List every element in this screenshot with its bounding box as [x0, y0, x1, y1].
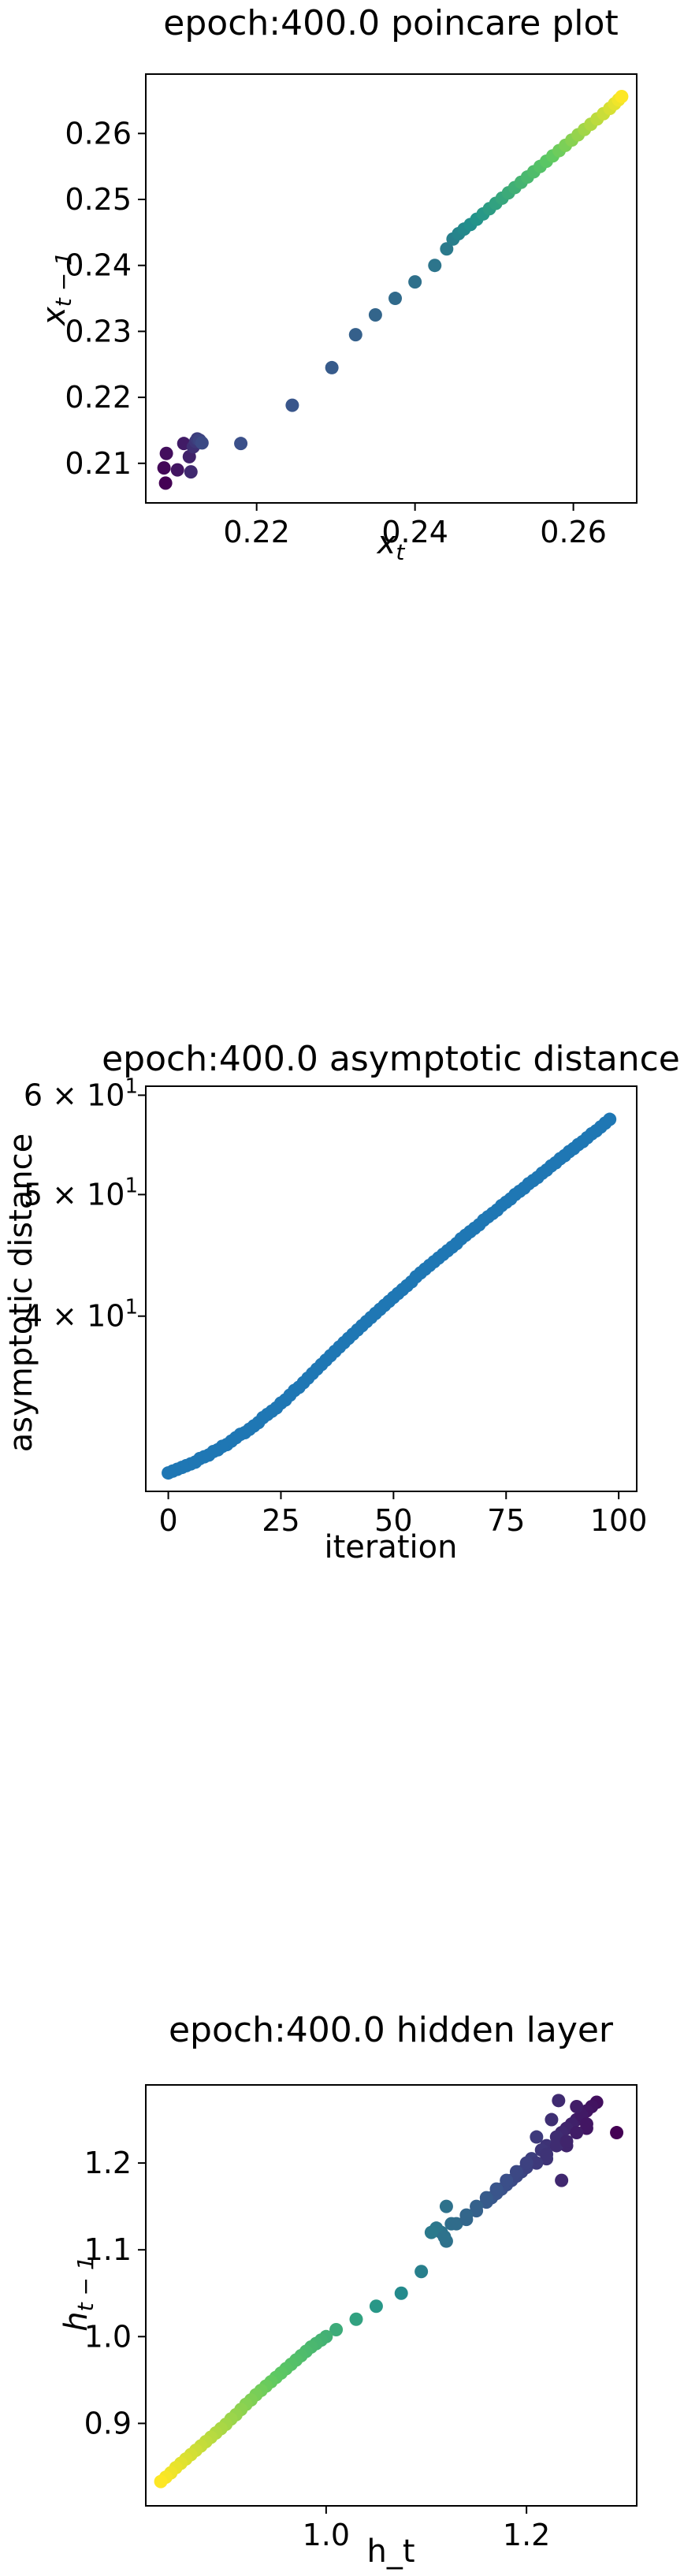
hidden-point — [349, 2312, 363, 2326]
hidden-point — [570, 2126, 584, 2140]
hidden-x-tick-label: 1.0 — [303, 2518, 350, 2552]
poincare-chart-title: epoch:400.0 poincare plot — [163, 3, 618, 43]
asymptotic-distance-chart: epoch:400.0 asymptotic distance 0 25 50 75 1… — [3, 1039, 680, 1565]
hidden-point — [610, 2126, 624, 2140]
poincare-y-ticks: 0.21 0.22 0.23 0.24 0.25 0.26 — [65, 116, 146, 481]
asymptotic-point — [603, 1112, 617, 1126]
hidden-y-tick-label: 1.0 — [84, 2319, 132, 2354]
asymptotic-y-tick-label: 6 × 101 — [24, 1074, 138, 1112]
hidden-layer-chart: epoch:400.0 hidden layer 1.0 1.2 0.91.01.… — [58, 2010, 638, 2570]
poincare-x-ticks: 0.22 0.24 0.26 — [223, 503, 607, 549]
hidden-chart-title: epoch:400.0 hidden layer — [169, 2010, 614, 2050]
hidden-point — [500, 2173, 514, 2187]
asymptotic-plot-frame — [145, 1085, 638, 1492]
hidden-point — [509, 2165, 523, 2179]
poincare-point — [368, 307, 382, 322]
poincare-point — [158, 476, 173, 490]
poincare-point — [428, 259, 442, 273]
asymptotic-y-axis-label: asymptotic distance — [3, 1134, 39, 1453]
hidden-points — [154, 2094, 624, 2489]
poincare-point — [440, 242, 454, 256]
poincare-plot-frame — [145, 73, 638, 504]
hidden-plot-frame — [145, 2084, 638, 2507]
poincare-point — [388, 292, 403, 306]
hidden-point — [439, 2199, 453, 2213]
hidden-x-axis-label: h_t — [366, 2533, 414, 2570]
hidden-point — [449, 2217, 463, 2231]
hidden-point — [369, 2299, 383, 2314]
poincare-y-axis-label: xt − 1 — [36, 251, 76, 327]
poincare-chart: epoch:400.0 poincare plot 0.22 0.24 0.26 0… — [36, 3, 638, 565]
hidden-y-ticks: 0.9 1.0 1.1 1.2 — [84, 2146, 146, 2440]
asymptotic-x-tick-label: 50 — [374, 1503, 412, 1538]
hidden-point — [540, 2147, 554, 2161]
poincare-point — [325, 360, 339, 374]
hidden-point — [552, 2094, 566, 2108]
asymptotic-x-tick-label: 0 — [158, 1503, 177, 1538]
hidden-point — [559, 2135, 574, 2149]
hidden-point — [489, 2182, 504, 2196]
poincare-point — [159, 446, 173, 460]
hidden-x-ticks: 1.0 1.2 — [303, 2506, 550, 2552]
poincare-x-tick-label: 0.22 — [223, 515, 290, 549]
hidden-point — [394, 2286, 408, 2300]
hidden-point — [579, 2117, 593, 2131]
hidden-point — [154, 2474, 168, 2489]
poincare-point — [408, 275, 422, 289]
poincare-x-tick-label: 0.26 — [540, 515, 607, 549]
poincare-point — [157, 461, 171, 475]
asymptotic-x-ticks: 0 25 50 75 100 — [158, 1491, 647, 1538]
poincare-point — [234, 437, 248, 451]
asymptotic-y-tick-label: 5 × 101 — [24, 1174, 138, 1212]
asymptotic-y-tick-label: 4 × 101 — [24, 1296, 138, 1334]
poincare-point — [184, 465, 198, 479]
asymptotic-points — [162, 1112, 617, 1480]
hidden-point — [470, 2199, 484, 2213]
poincare-x-tick-label: 0.24 — [381, 515, 448, 549]
asymptotic-chart-title: epoch:400.0 asymptotic distance — [102, 1039, 680, 1079]
hidden-y-tick-label: 0.9 — [84, 2406, 132, 2440]
hidden-y-tick-label: 1.2 — [84, 2146, 132, 2180]
hidden-point — [570, 2100, 584, 2114]
poincare-y-tick-label: 0.22 — [65, 380, 132, 415]
asymptotic-y-ticks: 4 × 101 5 × 101 6 × 101 — [24, 1074, 146, 1334]
hidden-point — [437, 2230, 452, 2244]
hidden-point — [424, 2225, 438, 2239]
poincare-y-tick-label: 0.21 — [65, 446, 132, 481]
hidden-point — [329, 2322, 344, 2336]
poincare-point — [348, 328, 362, 342]
asymptotic-x-tick-label: 100 — [590, 1503, 648, 1538]
poincare-y-tick-label: 0.24 — [65, 248, 132, 283]
hidden-point — [545, 2113, 559, 2127]
hidden-point — [414, 2265, 429, 2279]
hidden-point — [479, 2191, 493, 2205]
hidden-point — [555, 2173, 569, 2187]
poincare-point — [615, 89, 629, 103]
poincare-y-tick-label: 0.25 — [65, 182, 132, 217]
hidden-point — [519, 2156, 533, 2170]
poincare-point — [195, 436, 209, 450]
asymptotic-x-tick-label: 25 — [262, 1503, 299, 1538]
hidden-point — [549, 2139, 563, 2153]
hidden-y-tick-label: 1.1 — [84, 2232, 132, 2267]
hidden-x-tick-label: 1.2 — [503, 2518, 550, 2552]
hidden-point — [459, 2208, 474, 2222]
poincare-y-tick-label: 0.23 — [65, 314, 132, 348]
hidden-point — [530, 2130, 544, 2144]
poincare-y-tick-label: 0.26 — [65, 116, 132, 151]
hidden-y-axis-label: ht − 1 — [58, 2256, 99, 2331]
hidden-point — [530, 2156, 544, 2170]
poincare-point — [285, 398, 299, 412]
asymptotic-x-axis-label: iteration — [325, 1529, 458, 1565]
poincare-point — [170, 463, 184, 477]
poincare-points — [157, 89, 629, 490]
asymptotic-x-tick-label: 75 — [487, 1503, 525, 1538]
